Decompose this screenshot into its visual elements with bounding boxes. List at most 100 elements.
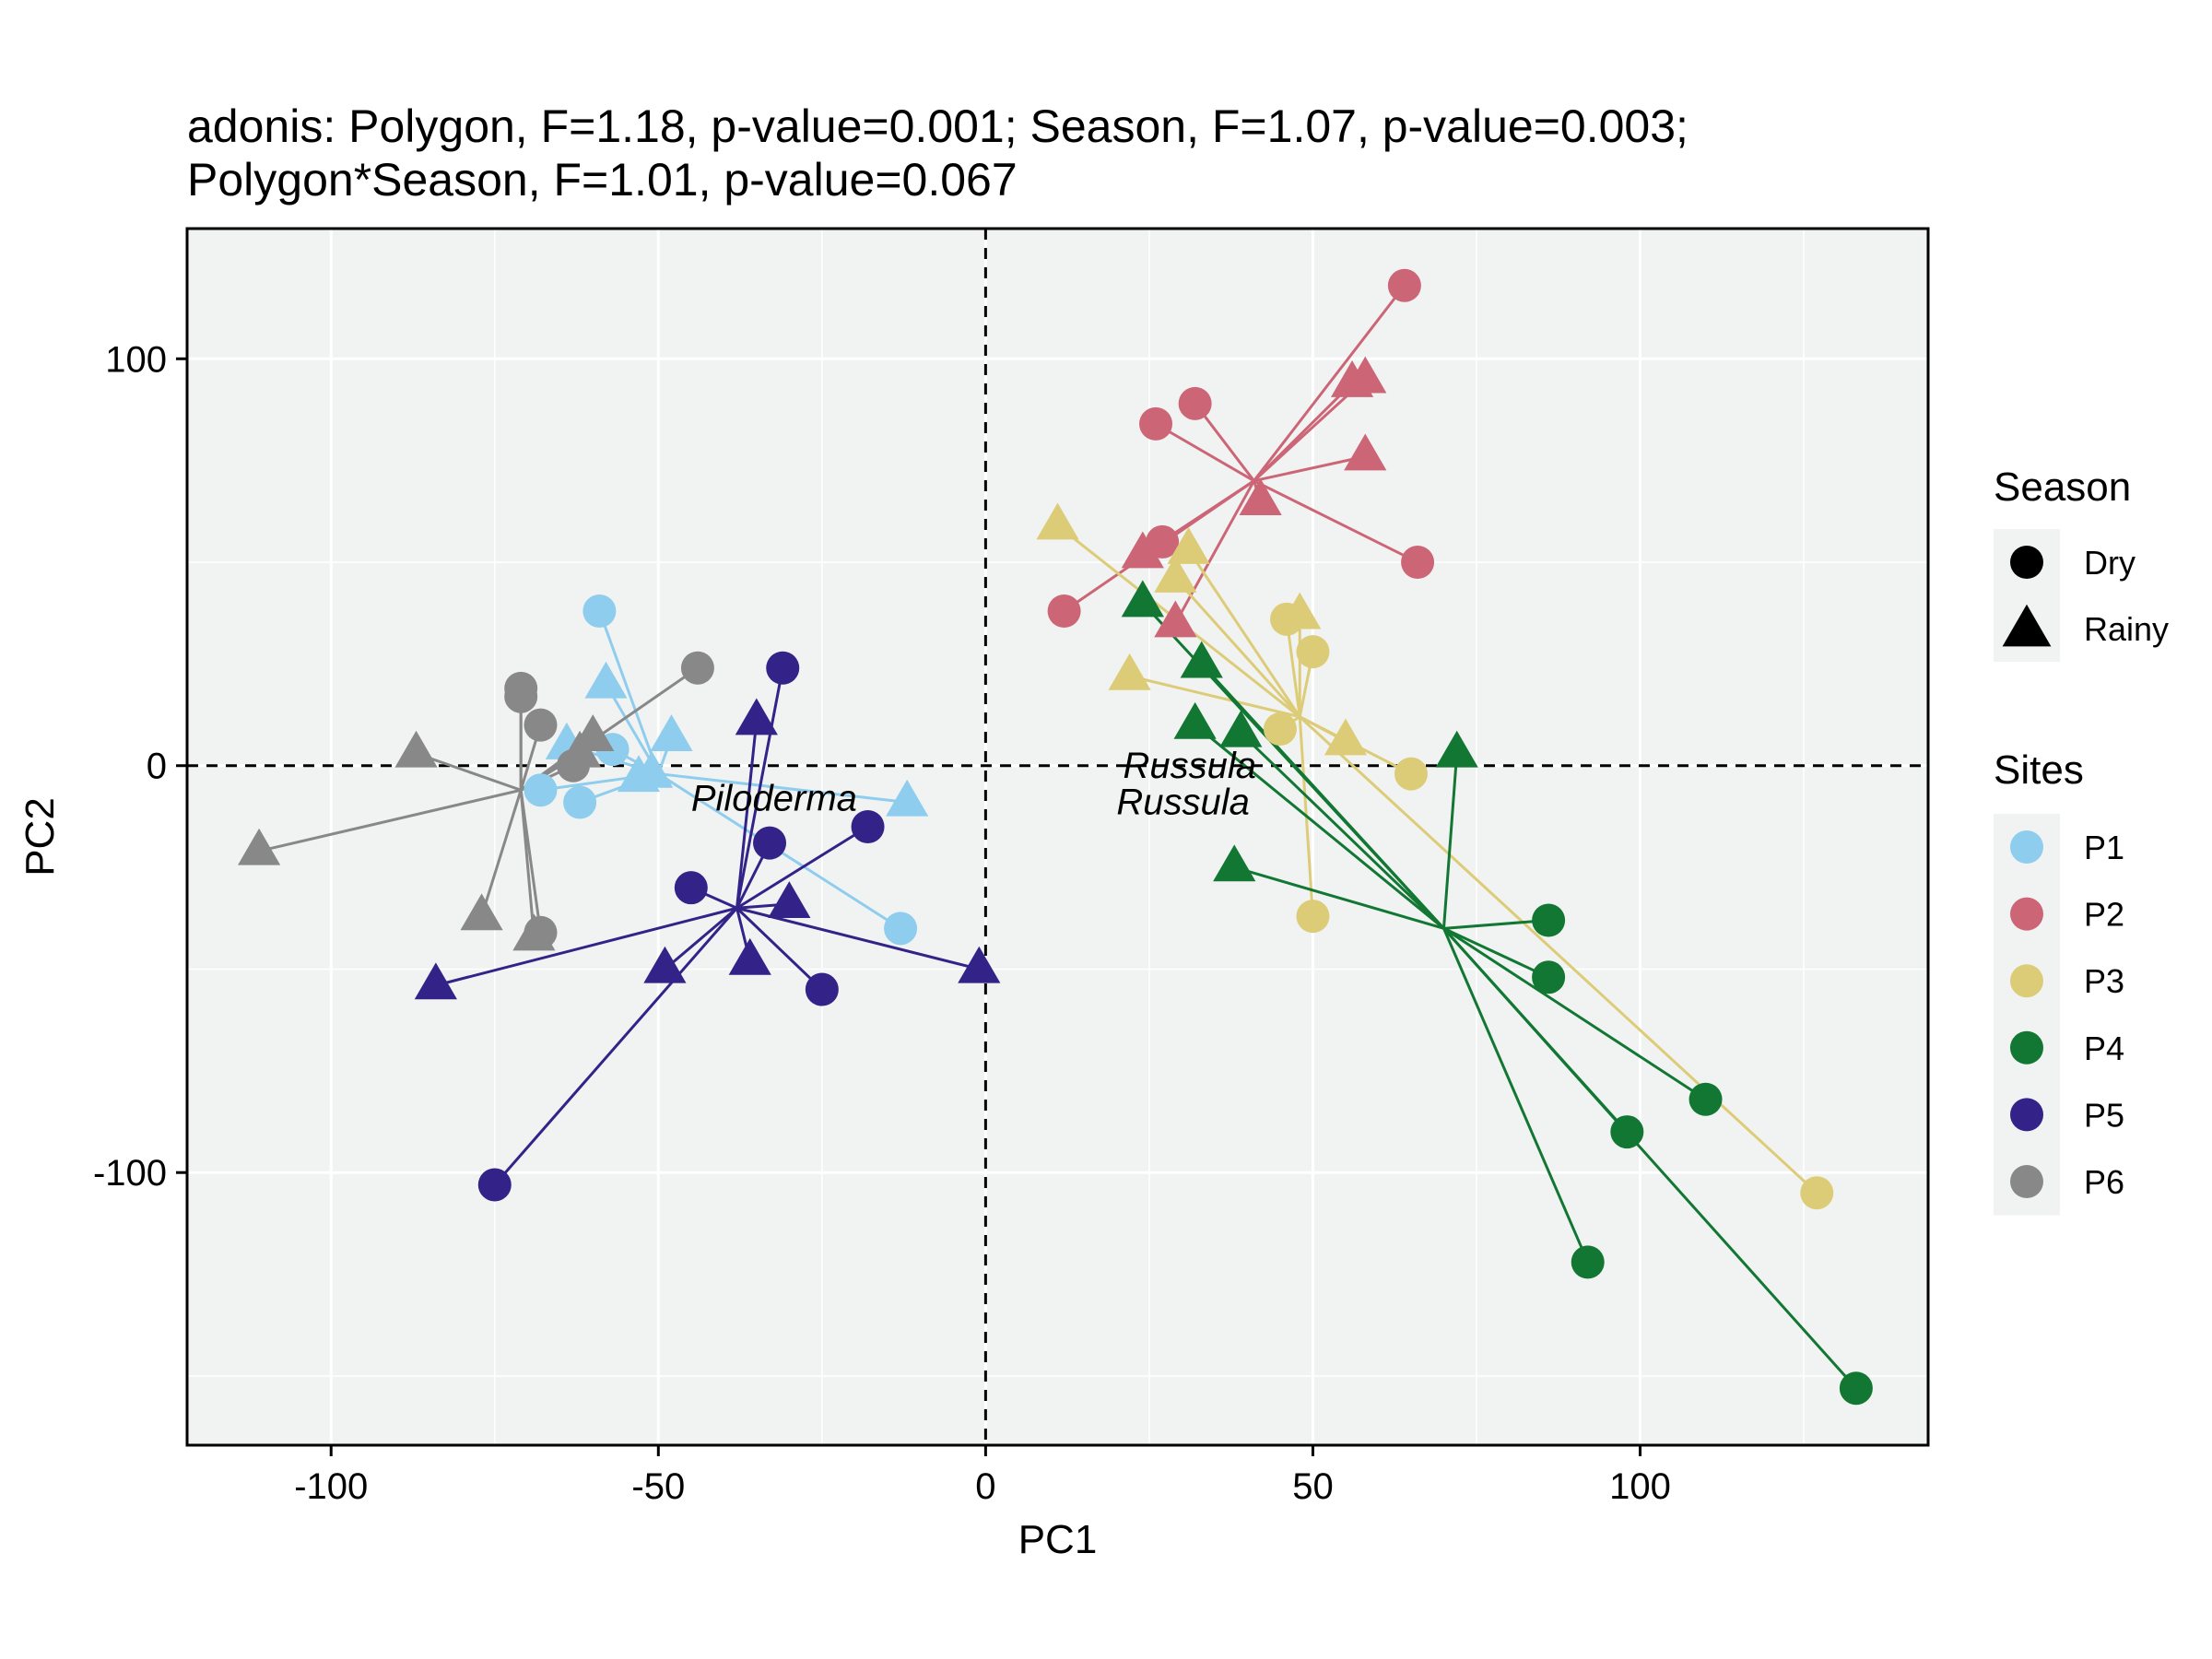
chart-title-line-2: Polygon*Season, F=1.01, p-value=0.067	[187, 154, 1018, 206]
point-dry-p4	[1839, 1371, 1873, 1406]
point-dry-p2	[1047, 594, 1081, 628]
x-axis-label: PC1	[1018, 1517, 1098, 1562]
spider-line-p4	[1200, 663, 1445, 930]
legend-site-key-p3	[2010, 964, 2043, 998]
point-rainy-p4	[1180, 641, 1223, 678]
spider-line-p1	[658, 772, 908, 804]
annotation-label: Russula	[1116, 782, 1250, 823]
point-rainy-p5	[958, 946, 1001, 983]
point-dry-p3	[1263, 712, 1297, 747]
point-dry-p4	[1610, 1115, 1644, 1149]
point-dry-p6	[680, 651, 714, 685]
spider-line-p6	[480, 789, 523, 917]
point-rainy-p4	[1173, 701, 1217, 739]
axes: -100 -50 0 50 100 -100 0 100 PC1 PC2	[18, 339, 1671, 1562]
point-dry-p4	[1571, 1245, 1605, 1279]
point-rainy-p6	[558, 730, 602, 768]
plot-frame	[185, 227, 1930, 1447]
point-dry-p5	[674, 871, 708, 905]
point-rainy-p6	[512, 913, 556, 951]
data-points	[238, 268, 1873, 1406]
point-dry-p3	[1800, 1176, 1834, 1210]
point-rainy-p1	[650, 714, 693, 752]
spider-line-p1	[597, 610, 660, 775]
legend-rainy-key	[2002, 604, 2052, 647]
y-tick-label: 100	[105, 339, 167, 380]
point-dry-p5	[477, 1168, 512, 1202]
chart-title-line-1: adonis: Polygon, F=1.18, p-value=0.001; …	[187, 100, 1688, 152]
spider-line-p4	[1442, 927, 1707, 1101]
point-rainy-p2	[1239, 478, 1282, 515]
point-dry-p3	[1296, 635, 1330, 669]
spider-line-p4	[1443, 919, 1549, 930]
legend-site-label: P6	[2084, 1163, 2124, 1201]
legend-season-title: Season	[1994, 465, 2131, 510]
point-rainy-p2	[1344, 433, 1387, 471]
legend-site-label: P1	[2084, 829, 2124, 866]
point-rainy-p5	[643, 946, 687, 983]
spider-line-p4	[1233, 865, 1444, 930]
point-rainy-p1	[584, 661, 628, 699]
legend-site-label: P4	[2084, 1030, 2124, 1067]
point-rainy-p4	[1219, 710, 1263, 747]
spider-line-p3	[1299, 715, 1818, 1194]
point-rainy-p3	[1036, 502, 1079, 540]
annotation-label: Piloderma	[691, 778, 857, 818]
legend-site-key-p2	[2010, 897, 2043, 931]
legend-site-key-p1	[2010, 830, 2043, 864]
x-tick-label: 100	[1609, 1466, 1671, 1507]
spider-line-p5	[735, 667, 784, 909]
spider-line-p5	[664, 907, 738, 971]
spider-line-p5	[735, 721, 759, 909]
point-dry-p4	[1688, 1082, 1723, 1116]
point-rainy-p4	[1121, 580, 1164, 618]
spider-line-p6	[258, 788, 522, 853]
y-axis-label: PC2	[18, 797, 63, 877]
spider-line-p4	[1441, 753, 1459, 929]
point-dry-p3	[1394, 757, 1428, 791]
spider-line-p5	[736, 906, 980, 971]
point-dry-p4	[1532, 960, 1566, 994]
point-rainy-p5	[735, 698, 778, 735]
point-rainy-p5	[414, 962, 457, 1000]
spider-line-p6	[416, 752, 522, 792]
point-dry-p3	[1296, 900, 1330, 934]
point-dry-p2	[1139, 406, 1173, 441]
point-rainy-p1	[617, 755, 661, 793]
point-rainy-p6	[238, 828, 281, 865]
spider-line-p4	[1442, 927, 1858, 1390]
spider-line-p6	[519, 790, 535, 937]
point-dry-p6	[504, 679, 538, 713]
plot-panel	[187, 229, 1928, 1445]
point-dry-p6	[524, 708, 558, 742]
spider-line-p4	[1442, 926, 1549, 979]
point-dry-p5	[766, 651, 800, 685]
point-dry-p2	[1387, 268, 1421, 302]
x-tick-label: -100	[294, 1466, 368, 1507]
x-tick-label: 50	[1292, 1466, 1334, 1507]
spider-line-p4	[1194, 724, 1445, 930]
legend-season-label: Dry	[2084, 544, 2136, 582]
spider-line-p2	[1155, 422, 1255, 483]
spider-line-p2	[1253, 454, 1366, 483]
point-dry-p1	[524, 773, 558, 807]
point-rainy-p4	[1435, 730, 1478, 768]
legend-dry-key	[2010, 546, 2043, 579]
spider-line-p5	[493, 907, 738, 1186]
point-dry-p5	[753, 826, 787, 860]
spider-line-p2	[1253, 284, 1406, 482]
point-rainy-p3	[1154, 555, 1197, 593]
reference-lines	[187, 229, 1928, 1445]
point-rainy-p2	[1121, 531, 1164, 569]
point-rainy-p2	[1344, 356, 1387, 394]
spider-line-p3	[1187, 548, 1301, 718]
point-dry-p2	[1401, 546, 1435, 580]
y-tick-label: -100	[93, 1153, 167, 1194]
point-rainy-p2	[1154, 600, 1197, 638]
point-dry-p2	[1146, 524, 1180, 559]
x-tick-label: 0	[975, 1466, 995, 1507]
point-rainy-p6	[460, 893, 503, 931]
point-rainy-p3	[1108, 653, 1151, 690]
